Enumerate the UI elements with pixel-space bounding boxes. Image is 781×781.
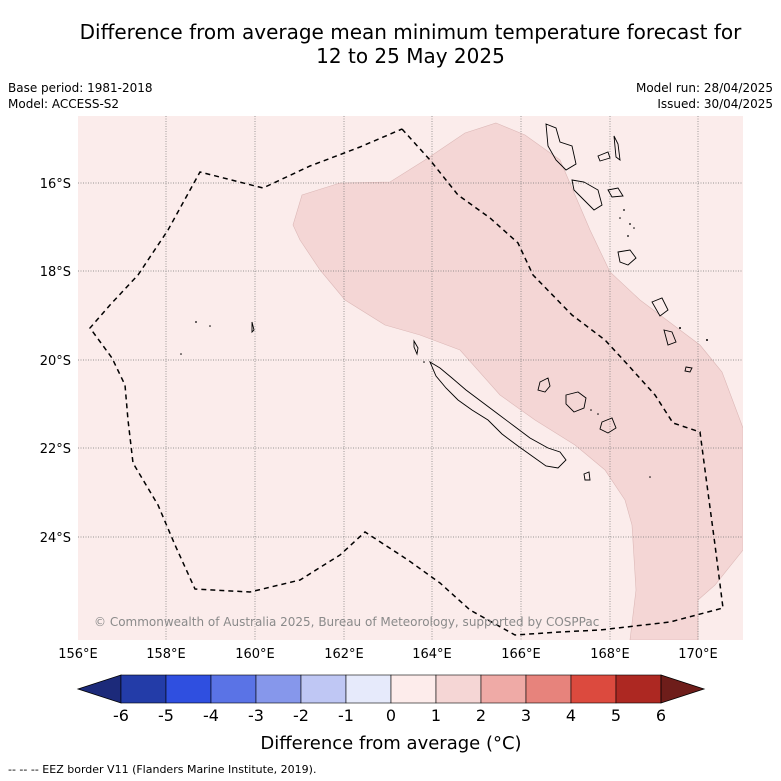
model-run: Model run: 28/04/2025 <box>635 81 773 95</box>
eez-border <box>89 128 724 636</box>
colorbar-tick-label: 6 <box>656 706 666 725</box>
colorbar-tick-label: 4 <box>566 706 576 725</box>
ambrym <box>607 187 624 198</box>
longitude-labels: 156°E 158°E 160°E 162°E 164°E 166°E 168°… <box>58 647 718 662</box>
lifou-island <box>565 391 587 413</box>
colorbar-tick-label: -6 <box>113 706 129 725</box>
lat-label-24s: 24°S <box>40 531 71 546</box>
model-name: Model: ACCESS-S2 <box>8 97 120 111</box>
graticule <box>78 116 743 640</box>
colorbar-tick-label: -4 <box>203 706 219 725</box>
colorbar-cell <box>570 674 617 704</box>
lon-label-162e: 162°E <box>324 647 364 662</box>
lon-label-168e: 168°E <box>590 647 630 662</box>
espiritu-santo <box>545 123 577 171</box>
colorbar-tick-label: 2 <box>476 706 486 725</box>
chesterfield-islet <box>251 321 255 334</box>
colorbar-tick-label: -1 <box>338 706 354 725</box>
colorbar-tick-label: -5 <box>158 706 174 725</box>
lat-label-20s: 20°S <box>40 354 71 369</box>
efate <box>617 249 637 266</box>
tanna <box>663 329 677 346</box>
erromango <box>651 297 669 317</box>
small-islets <box>180 209 708 478</box>
latitude-labels: 16°S 18°S 20°S 22°S 24°S <box>40 177 71 546</box>
lon-label-160e: 160°E <box>235 647 275 662</box>
title-line-2: 12 to 25 May 2025 <box>316 44 505 68</box>
colorbar-cell <box>165 674 212 704</box>
lon-label-156e: 156°E <box>58 647 98 662</box>
lat-label-22s: 22°S <box>40 442 71 457</box>
colorbar-tick-label: 1 <box>431 706 441 725</box>
anomaly-band-1-to-2 <box>292 122 743 640</box>
issued-date: Issued: 30/04/2025 <box>657 97 773 111</box>
colorbar-cells <box>120 674 662 704</box>
map-title: Difference from average mean minimum tem… <box>40 20 781 68</box>
mare-island <box>599 417 617 434</box>
eez-legend-note: -- -- -- EEZ border V11 (Flanders Marine… <box>8 763 317 776</box>
lat-label-18s: 18°S <box>40 265 71 280</box>
isle-of-pines <box>583 471 591 481</box>
meta-right: Model run: 28/04/2025 Issued: 30/04/2025 <box>636 80 773 112</box>
colorbar-cell <box>120 674 167 704</box>
lon-label-166e: 166°E <box>501 647 541 662</box>
colorbar-ticks: -6 -5 -4 -3 -2 -1 0 1 2 3 4 5 6 <box>113 706 666 725</box>
malekula <box>571 179 603 211</box>
colorbar-cell <box>300 674 347 704</box>
colorbar-tick-label: -2 <box>293 706 309 725</box>
coastlines <box>251 123 693 481</box>
aneityum <box>684 366 693 373</box>
lon-label-158e: 158°E <box>146 647 186 662</box>
colorbar-cell <box>345 674 392 704</box>
colorbar-cell <box>435 674 482 704</box>
lat-label-16s: 16°S <box>40 177 71 192</box>
belep-islands <box>413 339 419 356</box>
colorbar-cell <box>390 674 437 704</box>
base-period: Base period: 1981-2018 <box>8 81 153 95</box>
title-line-1: Difference from average mean minimum tem… <box>79 20 742 44</box>
meta-left: Base period: 1981-2018 Model: ACCESS-S2 <box>8 80 153 112</box>
colorbar-low-extend <box>76 674 122 704</box>
ambae <box>597 151 611 162</box>
colorbar-tick-label: 5 <box>611 706 621 725</box>
colorbar-tick-label: 0 <box>386 706 396 725</box>
copyright-notice: © Commonwealth of Australia 2025, Bureau… <box>94 615 599 629</box>
colorbar: -6 -5 -4 -3 -2 -1 0 1 2 3 4 5 6 Difference from aver… <box>76 674 706 754</box>
colorbar-tick-label: -3 <box>248 706 264 725</box>
ouvea-island <box>537 377 551 393</box>
lon-label-170e: 170°E <box>678 647 718 662</box>
lon-label-164e: 164°E <box>412 647 452 662</box>
colorbar-title: Difference from average (°C) <box>260 733 521 754</box>
colorbar-high-extend <box>660 674 706 704</box>
new-caledonia-island <box>429 360 567 469</box>
pentecost <box>613 135 621 161</box>
colorbar-cell <box>210 674 257 704</box>
colorbar-cell <box>525 674 572 704</box>
colorbar-tick-label: 3 <box>521 706 531 725</box>
colorbar-cell <box>255 674 302 704</box>
colorbar-cell <box>615 674 662 704</box>
colorbar-cell <box>480 674 527 704</box>
